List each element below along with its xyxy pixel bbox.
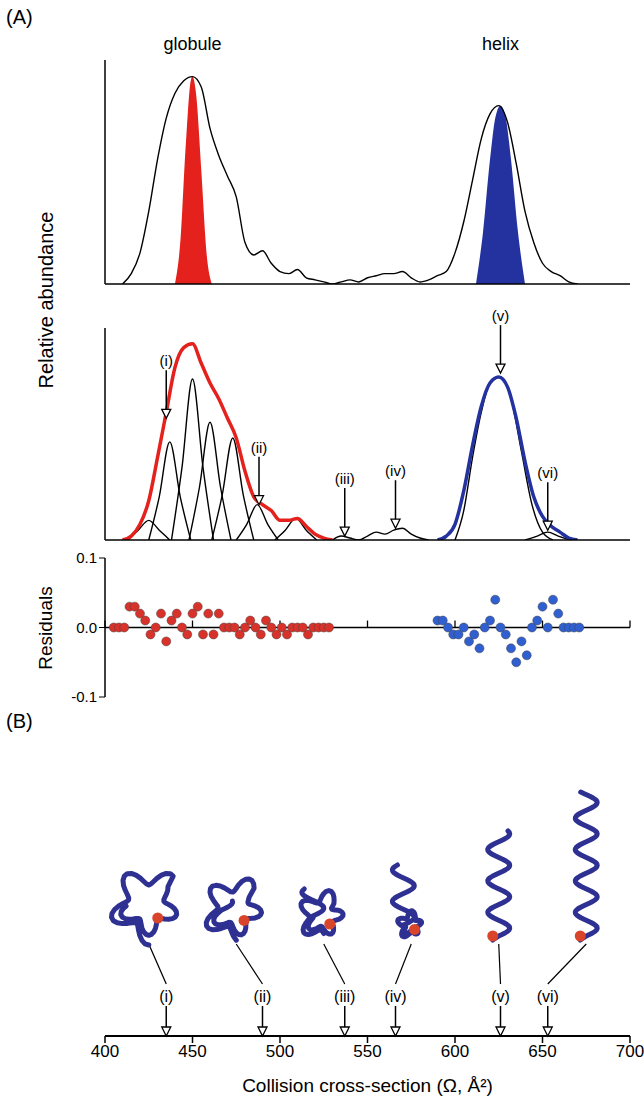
- svg-text:Collision cross-section (Ω, Å²: Collision cross-section (Ω, Å²): [242, 1075, 493, 1096]
- svg-text:650: 650: [528, 1042, 556, 1061]
- svg-text:(v): (v): [491, 988, 510, 1005]
- svg-text:0.0: 0.0: [76, 619, 97, 636]
- svg-text:(ii): (ii): [254, 988, 272, 1005]
- svg-text:450: 450: [178, 1042, 206, 1061]
- html-text:(B): (B): [6, 710, 33, 732]
- svg-text:600: 600: [441, 1042, 469, 1061]
- svg-text:0.1: 0.1: [76, 549, 97, 566]
- svg-text:400: 400: [91, 1042, 119, 1061]
- svg-text:-0.1: -0.1: [71, 688, 97, 705]
- svg-text:(v): (v): [492, 307, 510, 324]
- svg-text:500: 500: [266, 1042, 294, 1061]
- svg-text:(iv): (iv): [384, 988, 406, 1005]
- svg-text:(i): (i): [160, 352, 173, 369]
- svg-text:(i): (i): [159, 988, 173, 1005]
- svg-text:(ii): (ii): [251, 439, 268, 456]
- svg-text:helix: helix: [482, 34, 519, 54]
- html-text:(A): (A): [6, 6, 33, 28]
- svg-text:(iv): (iv): [385, 462, 406, 479]
- svg-text:550: 550: [353, 1042, 381, 1061]
- svg-text:(iii): (iii): [335, 470, 355, 487]
- svg-text:(vi): (vi): [537, 988, 559, 1005]
- svg-text:(vi): (vi): [537, 464, 558, 481]
- html-text:Relative abundance: Relative abundance: [34, 211, 57, 389]
- svg-text:globule: globule: [163, 34, 221, 54]
- svg-text:(iii): (iii): [334, 988, 355, 1005]
- svg-text:700: 700: [616, 1042, 644, 1061]
- html-text:Residuals: Residuals: [35, 586, 56, 670]
